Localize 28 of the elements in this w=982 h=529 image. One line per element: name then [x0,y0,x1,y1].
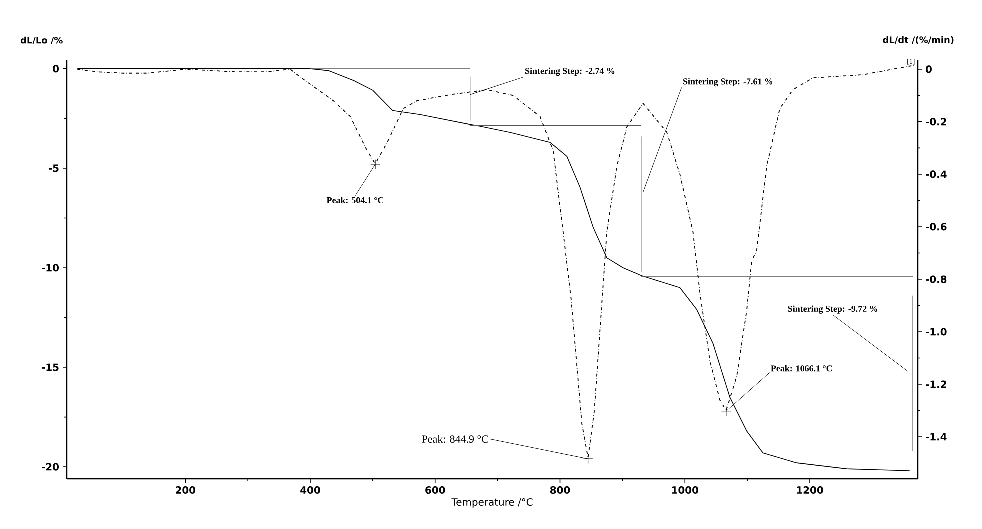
x-tick-label: 400 [300,486,320,494]
x-tick-label: 800 [550,486,570,494]
annotation: Peak: 1066.1 °C [771,365,832,372]
x-tick-label: 600 [426,486,446,494]
annotation: Sintering Step: -2.74 % [526,68,615,76]
x-axis-title: Temperature /°C [452,498,533,508]
y2-tick-label: -0.4 [926,170,947,178]
y-tick-label: -20 [42,463,60,471]
y2-tick-label: -1.4 [926,433,947,441]
annotation: Peak: 844.9 °C [422,435,488,444]
y2-tick-label: -0.2 [926,118,946,126]
x-tick-label: 1000 [672,486,699,494]
annotation: Sintering Step: -9.72 % [788,306,878,314]
y-tick-label: 0 [53,65,60,73]
x-tick-label: 200 [176,486,196,494]
y2-tick-label: -0.6 [926,223,947,231]
annotation: Peak: 504.1 °C [326,197,384,204]
y2-tick-label: -0.8 [926,276,947,284]
x-tick-label: 1200 [797,486,824,494]
y2-tick-label: -1.0 [926,328,947,336]
y-tick-label: -15 [42,364,59,372]
y-tick-label: -10 [42,264,60,272]
annotation: Sintering Step: -7.61 % [683,78,773,87]
y-axis-title: dL/Lo /% [20,36,63,44]
y2-axis-title: dL/dt /(%/min) [883,36,954,44]
y2-tick-label: -1.2 [926,380,946,388]
y2-tick-label: 0 [926,66,932,74]
y-tick-label: -5 [48,164,59,172]
